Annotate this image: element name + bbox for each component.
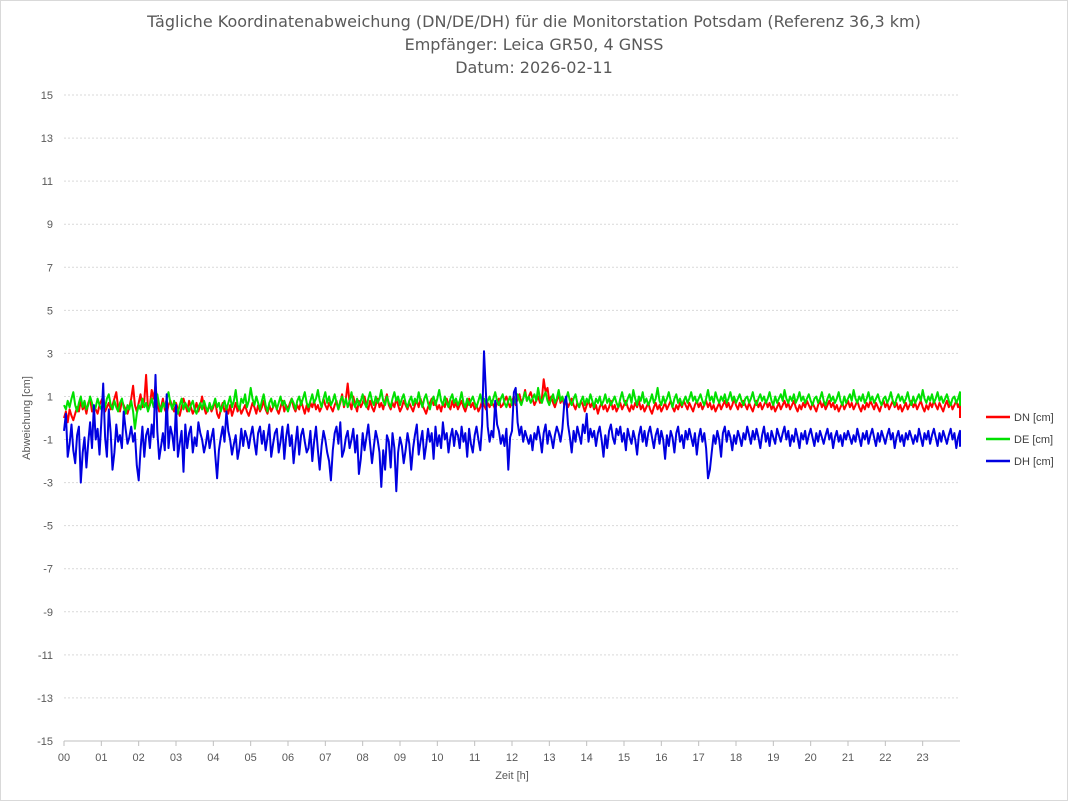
y-tick-label: 3 bbox=[47, 348, 53, 360]
chart-subtitle-receiver: Empfänger: Leica GR50, 4 GNSS bbox=[404, 35, 664, 54]
x-tick-label: 08 bbox=[357, 752, 369, 764]
gridlines bbox=[64, 94, 960, 742]
x-tick-label: 16 bbox=[655, 752, 667, 764]
y-tick-label: 13 bbox=[41, 133, 53, 145]
x-axis-ticks: 00 01 02 03 04 05 06 07 08 09 10 11 12 13 14 15 16 17 18 19… bbox=[58, 741, 929, 764]
x-tick-label: 10 bbox=[431, 752, 443, 764]
legend: DN [cm] DE [cm] DH [cm] bbox=[986, 412, 1054, 468]
x-tick-label: 09 bbox=[394, 752, 406, 764]
x-tick-label: 12 bbox=[506, 752, 518, 764]
x-tick-label: 00 bbox=[58, 752, 70, 764]
y-tick-label: 1 bbox=[47, 391, 53, 403]
chart-title: Tägliche Koordinatenabweichung (DN/DE/DH… bbox=[147, 12, 921, 31]
x-tick-label: 15 bbox=[618, 752, 630, 764]
x-tick-label: 03 bbox=[170, 752, 182, 764]
x-tick-label: 02 bbox=[133, 752, 145, 764]
y-axis-ticks: 15 13 11 9 7 5 3 1 -1 -3 -5 -7 -9 -11 -13 -15 bbox=[37, 90, 53, 748]
y-tick-label: -9 bbox=[43, 607, 53, 619]
y-tick-label: 15 bbox=[41, 90, 53, 102]
series-line-dh bbox=[63, 350, 961, 493]
x-tick-label: 19 bbox=[767, 752, 779, 764]
x-tick-label: 04 bbox=[207, 752, 219, 764]
y-axis-label: Abweichung [cm] bbox=[21, 376, 33, 460]
y-tick-label: 9 bbox=[47, 219, 53, 231]
x-axis-label: Zeit [h] bbox=[495, 770, 529, 782]
x-tick-label: 06 bbox=[282, 752, 294, 764]
legend-label: DN [cm] bbox=[1014, 412, 1054, 424]
y-tick-label: 7 bbox=[47, 262, 53, 274]
y-tick-label: -7 bbox=[43, 564, 53, 576]
y-tick-label: -13 bbox=[37, 693, 53, 705]
y-tick-label: -3 bbox=[43, 478, 53, 490]
x-tick-label: 05 bbox=[245, 752, 257, 764]
x-tick-label: 17 bbox=[693, 752, 705, 764]
x-tick-label: 14 bbox=[581, 752, 593, 764]
y-tick-label: -11 bbox=[38, 650, 53, 662]
legend-label: DH [cm] bbox=[1014, 456, 1054, 468]
x-tick-label: 22 bbox=[879, 752, 891, 764]
legend-label: DE [cm] bbox=[1014, 434, 1053, 446]
x-tick-label: 11 bbox=[469, 752, 480, 764]
x-tick-label: 21 bbox=[842, 752, 854, 764]
x-tick-label: 07 bbox=[319, 752, 331, 764]
x-tick-label: 23 bbox=[917, 752, 929, 764]
chart-subtitle-date: Datum: 2026-02-11 bbox=[455, 58, 613, 77]
y-tick-label: -1 bbox=[43, 435, 53, 447]
x-tick-label: 01 bbox=[95, 752, 107, 764]
x-tick-label: 18 bbox=[730, 752, 742, 764]
y-tick-label: -5 bbox=[43, 521, 53, 533]
y-tick-label: 11 bbox=[42, 176, 53, 188]
series-lines bbox=[63, 350, 961, 493]
x-tick-label: 20 bbox=[805, 752, 817, 764]
y-tick-label: -15 bbox=[37, 736, 53, 748]
series-line-de bbox=[63, 386, 961, 430]
y-tick-label: 5 bbox=[47, 305, 53, 317]
x-tick-label: 13 bbox=[543, 752, 555, 764]
